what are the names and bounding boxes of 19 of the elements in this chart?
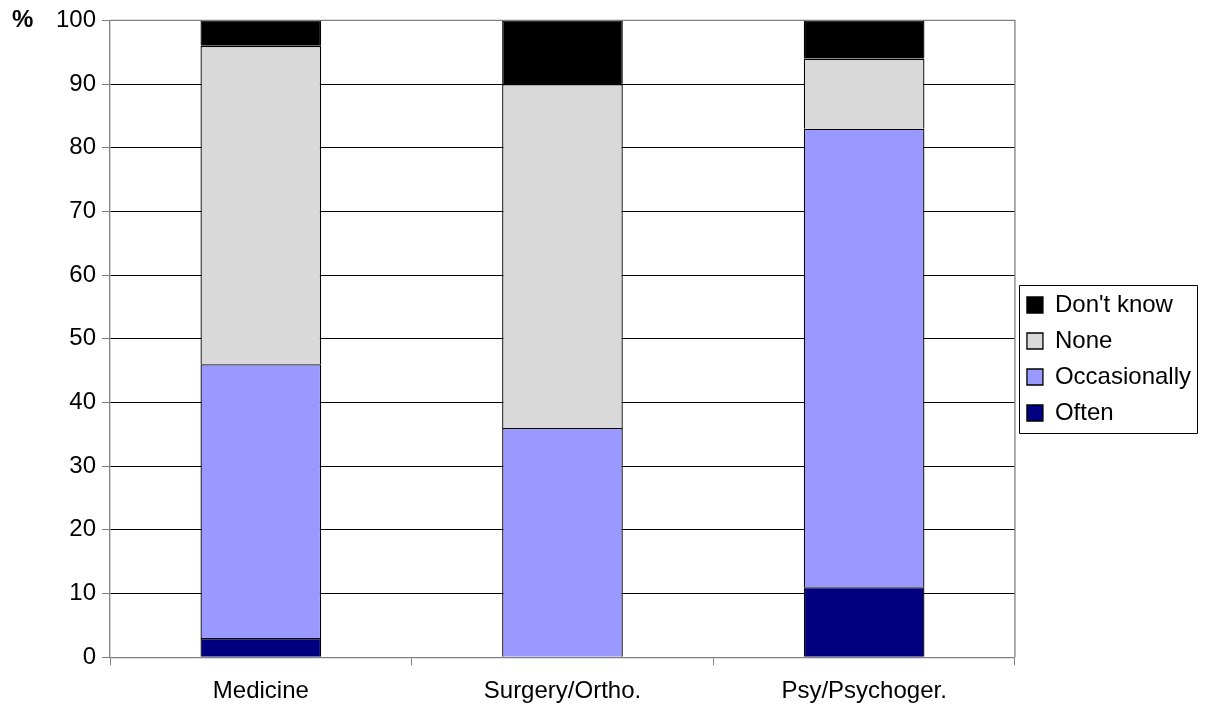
y-tick-label: 90 [69,68,96,96]
y-tick-label: 60 [69,259,96,287]
y-tick-label: 0 [82,641,96,669]
y-tick-label: 40 [69,387,96,415]
x-tick-label: Psy/Psychoger. [781,676,947,704]
legend-label: None [1054,325,1113,353]
legend-label: Don't know [1054,289,1174,317]
y-tick-label: 50 [69,323,96,351]
y-tick-label: 80 [69,132,96,160]
y-tick-label: 70 [69,196,96,224]
y-axis-title: % [12,5,34,33]
y-tick-label: 10 [69,578,96,606]
legend-label: Occasionally [1054,361,1192,389]
y-tick-label: 20 [69,514,96,542]
y-tick-label: 100 [55,5,96,33]
y-tick-label: 30 [69,450,96,478]
x-tick-label: Medicine [212,676,309,704]
x-tick-label: Surgery/Ortho. [483,676,642,704]
legend-label: Often [1054,397,1114,425]
